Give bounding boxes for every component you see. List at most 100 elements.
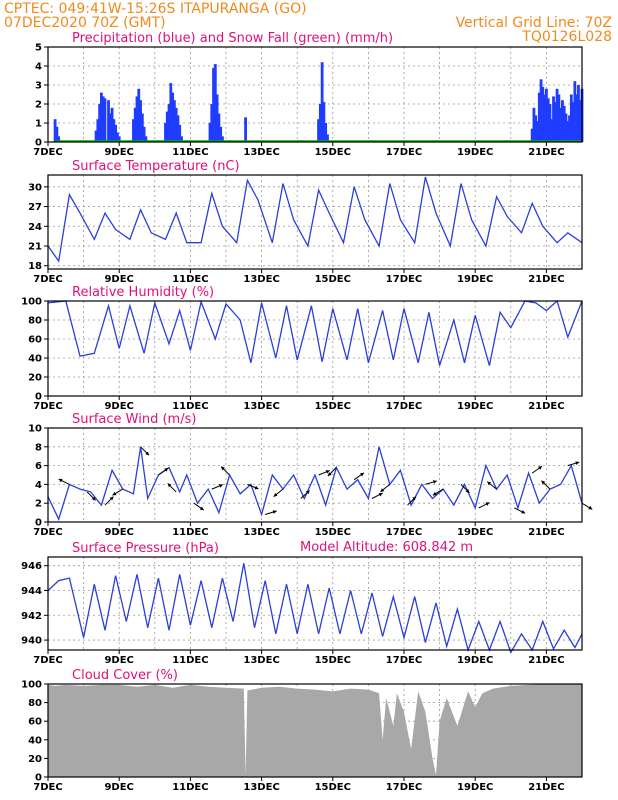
wind-arrowhead <box>145 451 150 456</box>
y-tick-label: 3 <box>35 81 42 92</box>
precip-bar <box>107 100 110 142</box>
panel-title-press: Surface Pressure (hPa) <box>72 541 219 556</box>
precip-bar <box>208 123 212 142</box>
precip-bar <box>219 126 223 142</box>
plot-frame <box>47 174 583 270</box>
x-tick-label: 11DEC <box>172 655 208 666</box>
x-tick-label: 7DEC <box>33 147 62 158</box>
x-tick-label: 9DEC <box>104 782 133 793</box>
precip-bar <box>164 123 167 142</box>
x-tick-label: 9DEC <box>104 401 133 412</box>
precip-bar <box>174 107 178 142</box>
precip-bar <box>553 102 557 142</box>
precip-bar <box>137 88 141 142</box>
x-tick-label: 15DEC <box>315 655 351 666</box>
x-tick-label: 21DEC <box>528 527 564 538</box>
wind-arrowhead <box>588 505 593 510</box>
precip-bar <box>539 79 543 142</box>
precip-bar <box>210 104 214 142</box>
y-tick-label: 60 <box>28 335 42 346</box>
wind-arrowhead <box>167 483 172 488</box>
wind-arrowhead <box>485 502 490 506</box>
x-tick-label: 21DEC <box>528 655 564 666</box>
precip-bar <box>564 113 568 142</box>
wind-arrowhead <box>305 490 310 495</box>
wind-arrowhead <box>380 488 385 492</box>
wind-arrowhead <box>325 470 330 474</box>
panel-wind: Surface Wind (m/s) 0 2 4 6 8 10 7DEC 9DEC 11DEC 13… <box>28 412 593 538</box>
x-tick-label: 17DEC <box>386 274 422 285</box>
precip-bar <box>165 111 169 142</box>
wind-arrowhead <box>432 491 437 496</box>
wind-arrowhead <box>360 472 364 477</box>
precip-bar <box>552 96 555 142</box>
x-tick-label: 13DEC <box>243 274 279 285</box>
precip-bar <box>577 85 580 142</box>
y-tick-label: 1 <box>35 119 42 130</box>
x-tick-label: 15DEC <box>315 527 351 538</box>
precip-bar <box>139 100 142 142</box>
panel-rh: Relative Humidity (%) 0 20 40 60 80 100 7DEC 9DE… <box>21 285 583 412</box>
precip-bar <box>543 94 547 142</box>
wind-arrowhead <box>521 509 526 514</box>
x-tick-label: 15DEC <box>315 274 351 285</box>
temp-line <box>47 176 583 263</box>
wind-arrowhead <box>272 510 277 514</box>
precip-bar <box>318 104 322 142</box>
precip-bar <box>578 100 582 142</box>
y-tick-label: 80 <box>28 316 42 327</box>
plot-frame <box>47 556 583 651</box>
panel-precip: Precipitation (blue) and Snow Fall (gree… <box>33 31 584 158</box>
x-tick-label: 21DEC <box>528 147 564 158</box>
y-tick-label: 4 <box>35 480 42 491</box>
x-tick-label: 9DEC <box>104 655 133 666</box>
precip-bar <box>317 119 320 142</box>
y-tick-label: 0 <box>35 773 42 784</box>
precip-bar <box>132 119 135 142</box>
y-tick-label: 944 <box>21 586 42 597</box>
precip-bar <box>178 124 182 142</box>
precip-bar <box>133 107 137 142</box>
precip-bar <box>171 92 174 142</box>
x-tick-label: 19DEC <box>457 782 493 793</box>
wind-arrowhead <box>254 485 259 490</box>
wind-arrowhead <box>432 480 437 484</box>
panel-title-temp: Surface Temperature (nC) <box>72 159 240 174</box>
y-tick-label: 2 <box>35 499 42 510</box>
precip-bar <box>114 124 118 142</box>
precip-bar <box>568 115 571 142</box>
x-tick-label: 7DEC <box>33 782 62 793</box>
plot-frame <box>47 683 583 778</box>
panels: Precipitation (blue) and Snow Fall (gree… <box>21 31 593 793</box>
precip-bar <box>324 123 328 142</box>
panel-temp: Surface Temperature (nC) 18 21 24 27 30 7DEC 9D… <box>28 159 583 285</box>
precip-bar <box>112 119 116 142</box>
x-tick-label: 13DEC <box>243 782 279 793</box>
y-tick-label: 8 <box>35 442 42 453</box>
precip-bar <box>320 62 324 143</box>
precip-bar <box>212 67 215 142</box>
precip-bar <box>110 107 114 142</box>
y-tick-label: 0 <box>35 518 42 529</box>
y-tick-label: 4 <box>35 62 42 73</box>
y-tick-label: 946 <box>21 561 42 572</box>
precip-bar <box>541 86 545 142</box>
wind-arrowhead <box>91 496 96 501</box>
x-tick-label: 13DEC <box>243 527 279 538</box>
precip-bar <box>55 126 59 142</box>
y-tick-label: 27 <box>28 202 42 213</box>
x-tick-label: 21DEC <box>528 782 564 793</box>
precip-bar <box>101 96 105 142</box>
precip-bar <box>534 115 538 142</box>
y-tick-label: 940 <box>21 636 42 647</box>
precip-bar <box>326 134 329 142</box>
precip-bar <box>545 88 548 142</box>
wind-arrowhead <box>109 496 114 501</box>
precip-bar <box>53 119 57 142</box>
panel-title-cloud: Cloud Cover (%) <box>72 668 178 683</box>
precip-bar <box>108 113 112 142</box>
x-tick-label: 9DEC <box>104 147 133 158</box>
y-tick-label: 6 <box>35 461 42 472</box>
y-tick-label: 40 <box>28 354 42 365</box>
